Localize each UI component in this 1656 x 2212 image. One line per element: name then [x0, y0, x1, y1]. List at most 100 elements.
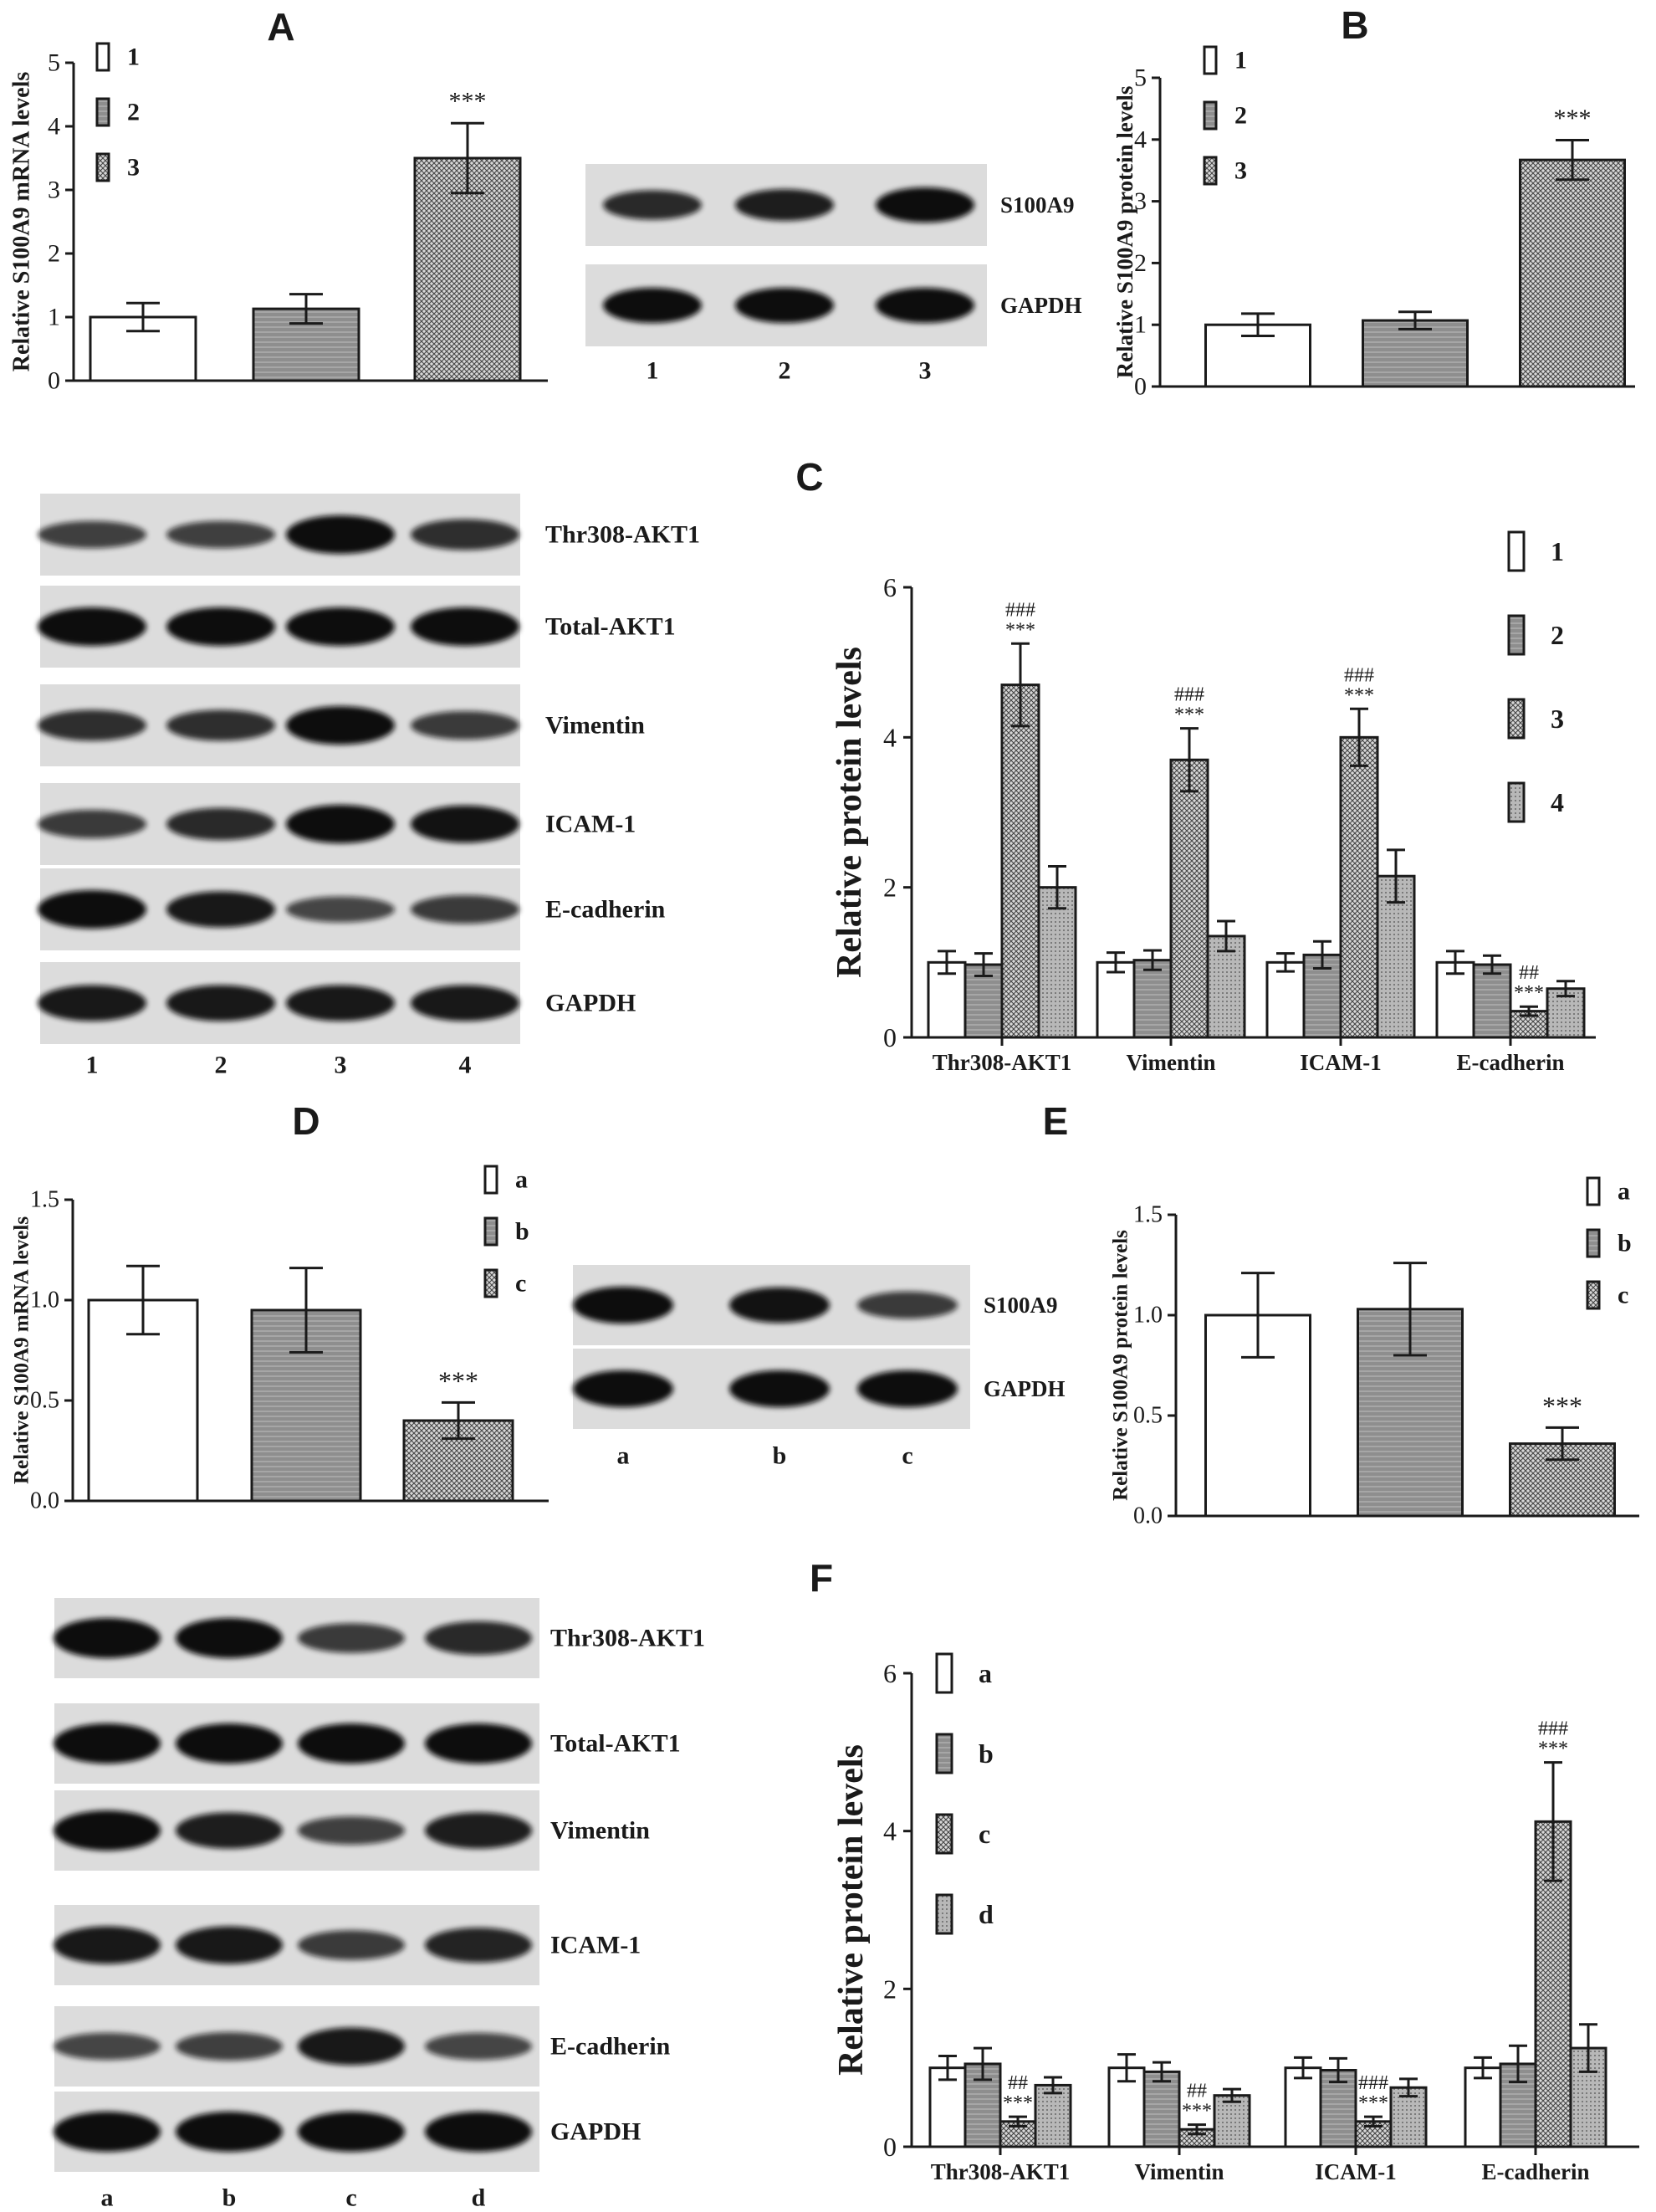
significance-label: ### — [1174, 684, 1204, 706]
bar — [1000, 684, 1040, 1039]
blot-lane-label: a — [617, 1442, 630, 1470]
blot-band — [411, 985, 519, 1022]
blot-protein-label: S100A9 — [984, 1293, 1058, 1318]
bar — [1472, 963, 1512, 1039]
blot-band — [166, 807, 275, 841]
blot-row — [585, 264, 987, 346]
y-axis-label: Relative S100A9 mRNA levels — [9, 72, 35, 372]
legend-label: c — [515, 1270, 526, 1298]
bar — [1213, 2094, 1251, 2148]
error-bar — [1364, 2115, 1383, 2128]
blot-row — [38, 494, 520, 576]
bar — [1464, 2066, 1502, 2148]
blot-row — [54, 1905, 539, 1985]
significance-label: *** — [449, 88, 487, 115]
significance-label: *** — [1554, 105, 1592, 132]
bar — [1169, 758, 1209, 1039]
panel-label: A — [267, 5, 294, 49]
blot-band — [857, 1370, 958, 1407]
blot-band — [425, 1723, 532, 1764]
significance-label: *** — [438, 1365, 478, 1395]
blot-band — [603, 288, 702, 323]
legend-label: 3 — [127, 154, 140, 182]
error-bar — [1153, 2061, 1171, 2083]
error-bar — [1509, 2044, 1527, 2084]
blot-f: Thr308-AKT1 Total-AKT1 Vimentin ICAM-1 E-cad… — [54, 1598, 705, 2212]
blot-protein-label: Thr308-AKT1 — [545, 521, 700, 549]
significance-label: *** — [1344, 684, 1374, 706]
blot-band — [166, 709, 275, 741]
significance-label: ### — [1344, 664, 1374, 686]
blot-band — [298, 1723, 405, 1764]
legend-swatch — [483, 1165, 498, 1195]
significance-label: ## — [1187, 2081, 1207, 2102]
blot-row — [54, 1598, 539, 1678]
blot-band — [54, 1618, 161, 1658]
blot-row — [38, 868, 520, 950]
significance-label: ## — [1008, 2072, 1028, 2094]
significance-label: ### — [1005, 599, 1035, 621]
legend-swatch — [1203, 156, 1218, 186]
error-bar — [1520, 1005, 1538, 1017]
error-bar — [1217, 919, 1235, 953]
y-tick-label: 4 — [883, 1816, 897, 1846]
error-bar — [1241, 1272, 1275, 1359]
significance-label: *** — [1542, 1390, 1582, 1421]
error-bar — [1143, 949, 1162, 971]
legend-label: 2 — [1234, 102, 1247, 130]
blot-band — [38, 607, 146, 646]
panel-f: F 0 2 4 6 Relative protein levels Thr308-AKT1 V… — [810, 1556, 1639, 2184]
blot-band — [176, 1723, 283, 1764]
y-tick-label: 0.0 — [30, 1488, 59, 1514]
legend-swatch — [483, 1268, 498, 1298]
error-bar — [1044, 2076, 1062, 2095]
error-bar — [1350, 707, 1368, 767]
y-tick-label: 4 — [1134, 125, 1147, 153]
legend-label: a — [515, 1166, 528, 1194]
bar — [1132, 959, 1173, 1039]
y-tick-label: 1.0 — [1133, 1303, 1163, 1329]
error-bar — [289, 1267, 323, 1354]
blot-protein-label: Vimentin — [550, 1817, 650, 1845]
blot-band — [729, 1370, 830, 1407]
y-tick-label: 1 — [1134, 311, 1147, 339]
blot-band — [54, 1926, 161, 1964]
blot-lane-label: 3 — [335, 1052, 347, 1079]
legend-label: 3 — [1234, 157, 1247, 185]
error-bar — [1048, 865, 1066, 910]
error-bar — [1009, 2115, 1027, 2128]
y-tick-label: 0.5 — [1133, 1403, 1163, 1429]
blot-protein-label: GAPDH — [550, 2118, 641, 2146]
significance-label: *** — [1514, 982, 1544, 1004]
y-tick-label: 1.5 — [30, 1187, 59, 1213]
significance-label: ### — [1358, 2072, 1388, 2094]
panel-d: D 0.0 0.5 1.0 1.5 Relative S100A9 mRNA levels… — [11, 1099, 549, 1514]
y-tick-label: 1 — [48, 304, 60, 331]
legend-swatch — [1586, 1176, 1601, 1206]
legend-label: b — [1618, 1230, 1632, 1257]
error-bar — [126, 301, 160, 333]
bar — [1142, 2070, 1181, 2148]
legend-swatch — [483, 1216, 498, 1247]
error-bar — [938, 2055, 957, 2081]
legend-swatch — [1203, 45, 1218, 75]
error-bar — [1544, 1761, 1562, 1882]
legend-label: 4 — [1551, 787, 1564, 817]
blot-band — [425, 1928, 532, 1963]
blot-band — [166, 985, 275, 1022]
legend-label: d — [979, 1899, 994, 1929]
significance-label: *** — [1538, 1738, 1568, 1760]
y-axis-label: Relative S100A9 mRNA levels — [11, 1216, 33, 1484]
blot-lane-label: a — [101, 2184, 114, 2212]
blot-lane-label: b — [773, 1442, 787, 1470]
legend-swatch — [1507, 781, 1526, 823]
blot-band — [876, 187, 974, 223]
y-tick-label: 2 — [1134, 249, 1147, 277]
blot-d: S100A9 GAPDH a b c — [573, 1265, 1066, 1470]
blot-protein-label: E-cadherin — [545, 896, 666, 924]
y-tick-label: 0 — [883, 1022, 897, 1052]
legend-label: 1 — [127, 44, 140, 71]
blot-band — [425, 1621, 532, 1656]
